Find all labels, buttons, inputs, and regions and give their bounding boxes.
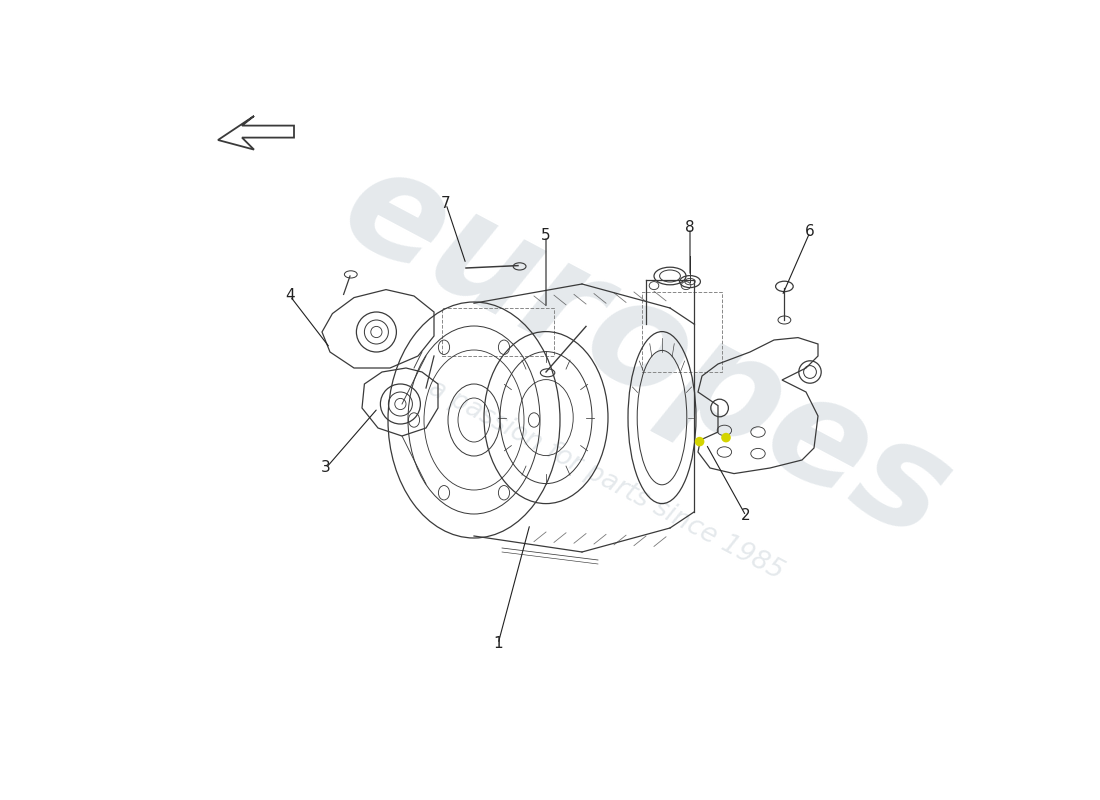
- Text: 2: 2: [741, 509, 751, 523]
- Text: 4: 4: [285, 289, 295, 303]
- Text: europes: europes: [319, 134, 972, 570]
- Text: 7: 7: [441, 197, 451, 211]
- Text: 3: 3: [321, 461, 331, 475]
- Text: 5: 5: [541, 229, 551, 243]
- Text: 8: 8: [685, 221, 695, 235]
- Ellipse shape: [695, 437, 704, 446]
- Text: 6: 6: [805, 225, 815, 239]
- Text: 1: 1: [493, 637, 503, 651]
- Ellipse shape: [722, 433, 730, 442]
- Text: a passion for parts since 1985: a passion for parts since 1985: [424, 375, 788, 585]
